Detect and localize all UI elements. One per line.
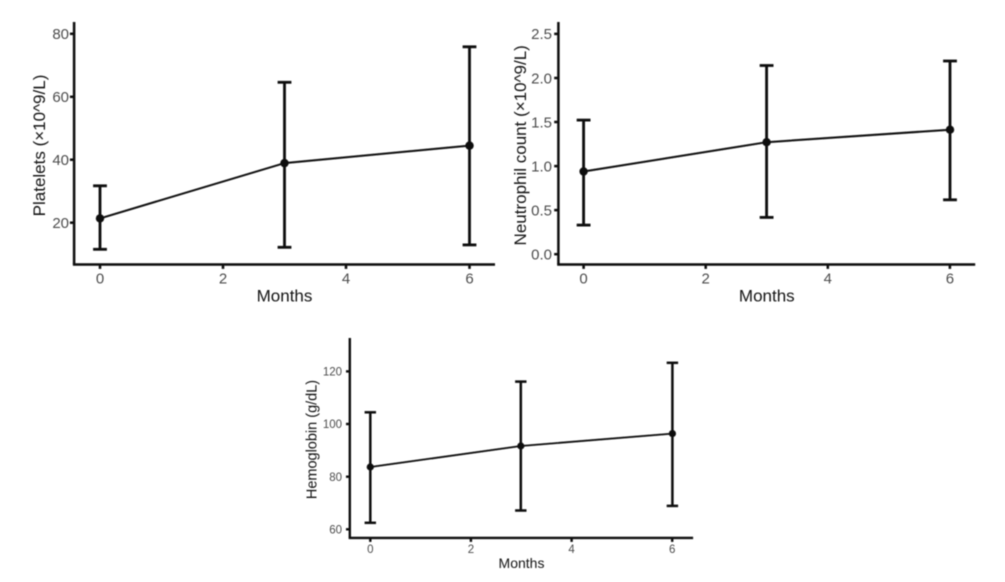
svg-text:2: 2 xyxy=(219,271,227,288)
svg-text:6: 6 xyxy=(465,271,473,288)
svg-text:0: 0 xyxy=(579,271,587,288)
svg-text:Months: Months xyxy=(257,287,313,306)
svg-text:120: 120 xyxy=(323,367,342,379)
svg-text:2: 2 xyxy=(702,271,710,288)
svg-text:0: 0 xyxy=(367,544,373,556)
svg-text:4: 4 xyxy=(568,544,575,556)
svg-text:60: 60 xyxy=(52,89,69,106)
svg-text:2.0: 2.0 xyxy=(531,70,552,87)
svg-text:0: 0 xyxy=(96,271,104,288)
svg-text:0.5: 0.5 xyxy=(531,202,552,219)
svg-text:100: 100 xyxy=(323,419,342,431)
svg-text:1.5: 1.5 xyxy=(531,114,552,131)
svg-text:2.5: 2.5 xyxy=(531,26,552,43)
svg-text:Hemoglobin (g/dL): Hemoglobin (g/dL) xyxy=(305,380,321,499)
svg-text:6: 6 xyxy=(669,544,675,556)
svg-text:40: 40 xyxy=(52,152,69,169)
svg-text:0.0: 0.0 xyxy=(531,247,552,264)
svg-text:4: 4 xyxy=(342,271,350,288)
svg-text:2: 2 xyxy=(468,544,474,556)
svg-text:80: 80 xyxy=(52,26,69,43)
svg-text:Platelets (×10^9/L): Platelets (×10^9/L) xyxy=(30,75,49,217)
svg-text:60: 60 xyxy=(329,524,342,536)
svg-text:Months: Months xyxy=(739,287,795,306)
svg-text:20: 20 xyxy=(52,215,69,232)
svg-text:1.0: 1.0 xyxy=(531,158,552,175)
svg-text:80: 80 xyxy=(329,472,342,484)
svg-text:4: 4 xyxy=(824,271,832,288)
svg-text:Neutrophil count (×10^9/L): Neutrophil count (×10^9/L) xyxy=(511,45,530,245)
svg-text:Months: Months xyxy=(499,555,545,571)
svg-text:6: 6 xyxy=(946,271,954,288)
